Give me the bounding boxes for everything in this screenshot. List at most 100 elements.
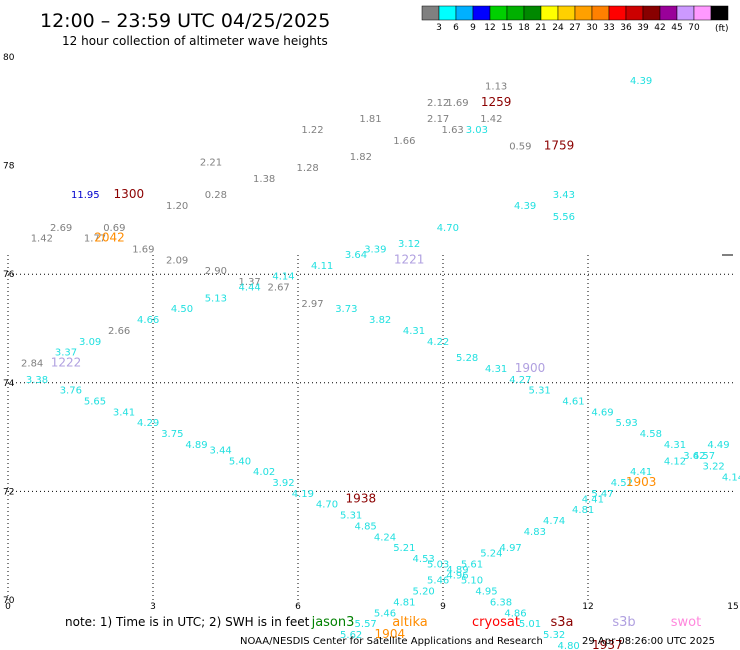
wave-height-point: 4.85 bbox=[355, 521, 377, 532]
wave-height-point: 1.20 bbox=[166, 201, 188, 212]
x-tick-label: 15 bbox=[727, 602, 738, 612]
legend-jason3: jason3 bbox=[311, 615, 355, 630]
wave-height-point: 5.93 bbox=[616, 418, 638, 429]
wave-height-point: 4.22 bbox=[427, 337, 449, 348]
x-tick-label: 0 bbox=[5, 602, 11, 612]
colorbar-tick-label: 18 bbox=[518, 23, 530, 33]
wave-height-point: 5.56 bbox=[553, 212, 575, 223]
pass-time-label: 1259 bbox=[481, 95, 512, 109]
wave-height-point: 5.47 bbox=[591, 489, 613, 500]
wave-height-point: 4.95 bbox=[475, 587, 497, 598]
pass-time-label: 1300 bbox=[114, 187, 145, 201]
wave-height-point: 3.44 bbox=[210, 445, 232, 456]
wave-height-point: 4.12 bbox=[664, 456, 686, 467]
wave-height-point: 1.77 bbox=[84, 234, 106, 245]
colorbar-tick-label: 6 bbox=[453, 23, 459, 33]
wave-height-point: 5.61 bbox=[461, 559, 483, 570]
wave-height-point: 4.24 bbox=[374, 532, 396, 543]
wave-height-point: 4.41 bbox=[582, 494, 604, 505]
colorbar-tick-label: 30 bbox=[586, 23, 598, 33]
pass-time-label: 1937 bbox=[592, 638, 623, 650]
footer-credit: NOAA/NESDIS Center for Satellite Applica… bbox=[240, 636, 543, 647]
y-tick-label: 78 bbox=[3, 162, 15, 172]
colorbar-tick-label: 12 bbox=[484, 23, 495, 33]
wave-height-point: 1.28 bbox=[297, 163, 319, 174]
colorbar-tick-label: 39 bbox=[637, 23, 649, 33]
wave-height-point: 4.89 bbox=[185, 440, 207, 451]
colorbar-swatch bbox=[693, 5, 712, 21]
colorbar-tick-label: 21 bbox=[535, 23, 546, 33]
wave-height-point: 3.09 bbox=[79, 337, 101, 348]
colorbar-swatch bbox=[676, 5, 695, 21]
wave-height-point: 3.82 bbox=[369, 315, 391, 326]
wave-height-point: 4.29 bbox=[137, 418, 159, 429]
wave-height-point: 4.14 bbox=[272, 272, 294, 283]
wave-height-point: 1.42 bbox=[31, 234, 53, 245]
colorbar-unit: (ft) bbox=[715, 24, 729, 34]
wave-height-point: 5.10 bbox=[461, 576, 483, 587]
legend-swot: swot bbox=[671, 615, 701, 630]
wave-height-point: 3.39 bbox=[364, 244, 386, 255]
wave-height-point: 4.11 bbox=[311, 261, 333, 272]
wave-height-point: 2.67 bbox=[268, 282, 290, 293]
colorbar-tick-label: 36 bbox=[620, 23, 632, 33]
wave-height-point: 5.46 bbox=[374, 608, 396, 619]
wave-height-point: 4.66 bbox=[137, 315, 159, 326]
pass-time-label: 1221 bbox=[394, 252, 425, 266]
wave-height-point: 2.17 bbox=[427, 114, 449, 125]
wave-height-point: 2.66 bbox=[108, 326, 130, 337]
wave-height-point: 4.49 bbox=[707, 440, 729, 451]
wave-height-point: 11.95 bbox=[71, 190, 100, 201]
pass-labels: 1259 1759 1300 2042 1221 1222 1900 1938 1903 1904… bbox=[51, 95, 657, 650]
pass-time-label: 1900 bbox=[515, 361, 546, 375]
colorbar-tick-label: 33 bbox=[603, 23, 614, 33]
wave-height-point: 3.38 bbox=[26, 375, 48, 386]
plot-grid bbox=[7, 254, 733, 600]
colorbar-swatch bbox=[489, 5, 508, 21]
colorbar-tick-label: 3 bbox=[436, 23, 442, 33]
legend-cryosat: cryosat bbox=[472, 615, 520, 630]
wave-height-point: 4.19 bbox=[292, 489, 314, 500]
wave-height-point: 4.14 bbox=[722, 473, 740, 484]
wave-height-point: 1.63 bbox=[442, 125, 464, 136]
colorbar: 3 6 9 12 15 18 21 24 27 30 33 36 39 42 45 70 bbox=[421, 5, 729, 33]
wave-height-point: 1.66 bbox=[393, 136, 415, 147]
y-tick-label: 74 bbox=[3, 379, 15, 389]
wave-height-point: 0.28 bbox=[205, 190, 227, 201]
colorbar-swatch bbox=[438, 5, 457, 21]
wave-height-point: 3.64 bbox=[345, 250, 367, 261]
wave-height-point: 1.37 bbox=[239, 277, 261, 288]
colorbar-swatch bbox=[608, 5, 627, 21]
colorbar-swatch bbox=[540, 5, 559, 21]
wave-height-point: 5.32 bbox=[543, 630, 565, 641]
wave-height-point: 2.69 bbox=[50, 223, 72, 234]
wave-height-point: 5.20 bbox=[413, 587, 435, 598]
wave-height-point: 5.21 bbox=[393, 543, 415, 554]
y-tick-label: 80 bbox=[3, 53, 15, 63]
pass-time-label: 2042 bbox=[94, 231, 125, 245]
wave-height-point: 4.58 bbox=[640, 429, 662, 440]
pass-time-label: 1222 bbox=[51, 356, 82, 370]
wave-height-point: 4.97 bbox=[500, 543, 522, 554]
wave-height-point: 3.12 bbox=[398, 239, 420, 250]
wave-height-point: 5.03 bbox=[427, 559, 449, 570]
wave-height-point: 0.69 bbox=[103, 223, 125, 234]
wave-height-point: 1.13 bbox=[485, 82, 507, 93]
colorbar-tick-label: 70 bbox=[688, 23, 700, 33]
colorbar-swatch bbox=[506, 5, 525, 21]
colorbar-swatch bbox=[472, 5, 491, 21]
wave-height-point: 3.43 bbox=[553, 190, 575, 201]
pass-time-label: 1938 bbox=[346, 491, 377, 505]
colorbar-tick-label: 42 bbox=[654, 23, 665, 33]
wave-height-point: 1.69 bbox=[132, 244, 154, 255]
wave-height-point: 6.38 bbox=[490, 597, 512, 608]
wave-height-point: 4.41 bbox=[630, 467, 652, 478]
wave-height-point: 2.12 bbox=[427, 98, 449, 109]
wave-height-point: 3.03 bbox=[466, 125, 488, 136]
wave-height-point: 3.37 bbox=[55, 348, 77, 359]
colorbar-tick-label: 27 bbox=[569, 23, 580, 33]
wave-height-point: 4.83 bbox=[524, 527, 546, 538]
colorbar-swatch bbox=[642, 5, 661, 21]
wave-height-point: 1.22 bbox=[301, 125, 323, 136]
colorbar-swatch bbox=[659, 5, 678, 21]
